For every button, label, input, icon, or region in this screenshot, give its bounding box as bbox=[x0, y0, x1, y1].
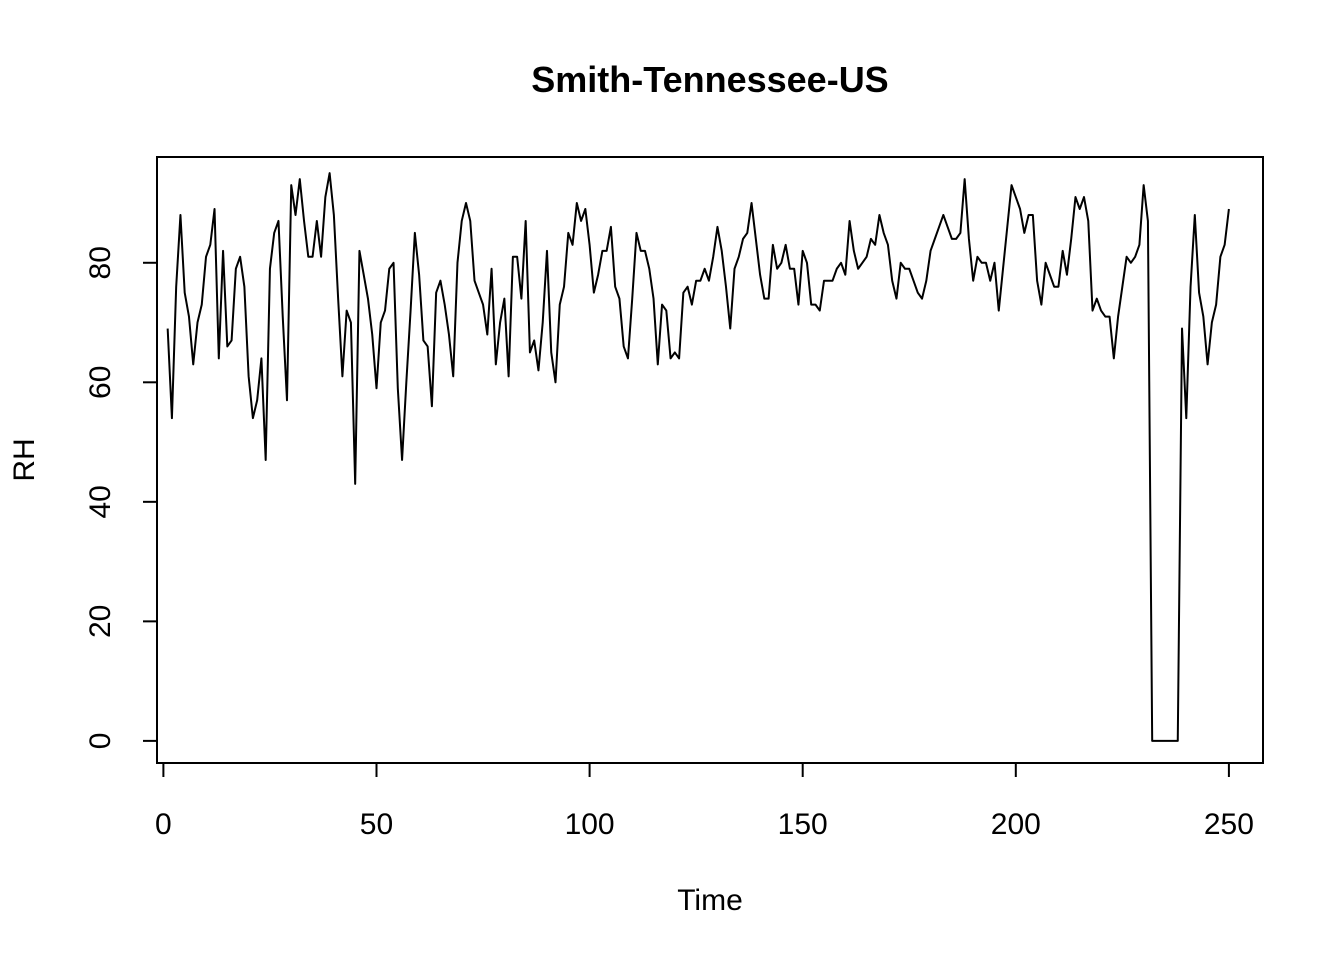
chart-title: Smith-Tennessee-US bbox=[531, 59, 888, 100]
y-axis-label: RH bbox=[8, 438, 41, 481]
x-tick-label: 0 bbox=[155, 808, 172, 841]
x-axis-ticks: 0 50 100 150 200 250 bbox=[155, 763, 1254, 841]
series-line bbox=[166, 172, 1230, 742]
y-tick-label: 60 bbox=[84, 366, 117, 399]
y-tick-label: 40 bbox=[84, 485, 117, 518]
x-tick-label: 100 bbox=[565, 808, 615, 841]
y-tick-label: 20 bbox=[84, 605, 117, 638]
plot-frame bbox=[156, 156, 1264, 764]
x-tick-label: 150 bbox=[778, 808, 828, 841]
y-axis-ticks: 0 20 40 60 80 bbox=[84, 246, 157, 749]
x-tick-label: 250 bbox=[1204, 808, 1254, 841]
x-tick-label: 50 bbox=[360, 808, 393, 841]
x-axis-label: Time bbox=[677, 884, 743, 917]
y-tick-label: 80 bbox=[84, 246, 117, 279]
y-tick-label: 0 bbox=[84, 733, 117, 750]
x-tick-label: 200 bbox=[991, 808, 1041, 841]
